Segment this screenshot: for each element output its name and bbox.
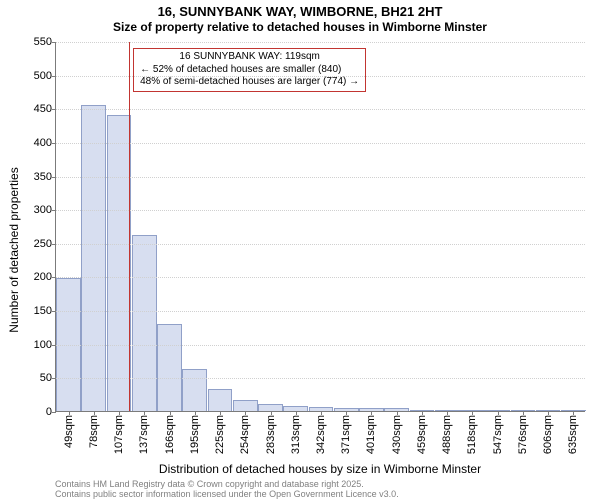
chart-title-sub: Size of property relative to detached ho… xyxy=(0,20,600,34)
histogram-bar xyxy=(157,324,182,411)
annotation-line-3: 48% of semi-detached houses are larger (… xyxy=(140,76,359,89)
xtick-label: 49sqm xyxy=(63,415,75,448)
gridline-h xyxy=(56,143,585,144)
x-axis-label: Distribution of detached houses by size … xyxy=(55,462,585,476)
ytick-label: 100 xyxy=(34,339,56,351)
gridline-h xyxy=(56,210,585,211)
histogram-bar xyxy=(258,404,283,411)
xtick-label: 401sqm xyxy=(365,415,377,454)
ytick-label: 350 xyxy=(34,171,56,183)
gridline-h xyxy=(56,109,585,110)
xtick-label: 547sqm xyxy=(492,415,504,454)
ytick-label: 500 xyxy=(34,70,56,82)
xtick-label: 225sqm xyxy=(214,415,226,454)
xtick-label: 107sqm xyxy=(113,415,125,454)
xtick-label: 459sqm xyxy=(416,415,428,454)
xtick-label: 78sqm xyxy=(88,415,100,448)
ytick-label: 150 xyxy=(34,305,56,317)
plot-area: 16 SUNNYBANK WAY: 119sqm ← 52% of detach… xyxy=(55,42,585,412)
xtick-label: 518sqm xyxy=(466,415,478,454)
xtick-label: 606sqm xyxy=(542,415,554,454)
gridline-h xyxy=(56,345,585,346)
histogram-bar xyxy=(208,389,233,411)
gridline-h xyxy=(56,311,585,312)
annotation-box: 16 SUNNYBANK WAY: 119sqm ← 52% of detach… xyxy=(133,48,366,92)
ytick-label: 250 xyxy=(34,238,56,250)
xtick-label: 137sqm xyxy=(138,415,150,454)
gridline-h xyxy=(56,76,585,77)
xtick-label: 430sqm xyxy=(391,415,403,454)
histogram-bar xyxy=(107,115,132,411)
ytick-label: 550 xyxy=(34,36,56,48)
xtick-label: 166sqm xyxy=(164,415,176,454)
histogram-bar xyxy=(233,400,258,411)
xtick-label: 635sqm xyxy=(567,415,579,454)
gridline-h xyxy=(56,177,585,178)
ytick-label: 400 xyxy=(34,137,56,149)
chart-title-main: 16, SUNNYBANK WAY, WIMBORNE, BH21 2HT xyxy=(0,4,600,19)
marker-line xyxy=(129,42,130,411)
ytick-label: 50 xyxy=(40,372,56,384)
attribution-line-2: Contains public sector information licen… xyxy=(55,489,399,499)
gridline-h xyxy=(56,378,585,379)
gridline-h xyxy=(56,277,585,278)
annotation-line-2: ← 52% of detached houses are smaller (84… xyxy=(140,64,359,77)
xtick-label: 195sqm xyxy=(189,415,201,454)
ytick-label: 300 xyxy=(34,204,56,216)
gridline-h xyxy=(56,244,585,245)
bar-group xyxy=(56,42,585,411)
histogram-bar xyxy=(132,235,157,411)
attribution-line-1: Contains HM Land Registry data © Crown c… xyxy=(55,479,399,489)
annotation-line-1: 16 SUNNYBANK WAY: 119sqm xyxy=(140,51,359,64)
xtick-label: 371sqm xyxy=(340,415,352,454)
xtick-label: 313sqm xyxy=(290,415,302,454)
ytick-label: 0 xyxy=(46,406,56,418)
attribution-text: Contains HM Land Registry data © Crown c… xyxy=(55,479,399,500)
ytick-label: 200 xyxy=(34,271,56,283)
y-axis-label: Number of detached properties xyxy=(7,167,21,332)
xtick-label: 254sqm xyxy=(239,415,251,454)
xtick-label: 576sqm xyxy=(517,415,529,454)
histogram-bar xyxy=(81,105,106,411)
xtick-label: 488sqm xyxy=(441,415,453,454)
gridline-h xyxy=(56,42,585,43)
xtick-label: 283sqm xyxy=(265,415,277,454)
ytick-label: 450 xyxy=(34,103,56,115)
xtick-label: 342sqm xyxy=(315,415,327,454)
histogram-bar xyxy=(182,369,207,411)
